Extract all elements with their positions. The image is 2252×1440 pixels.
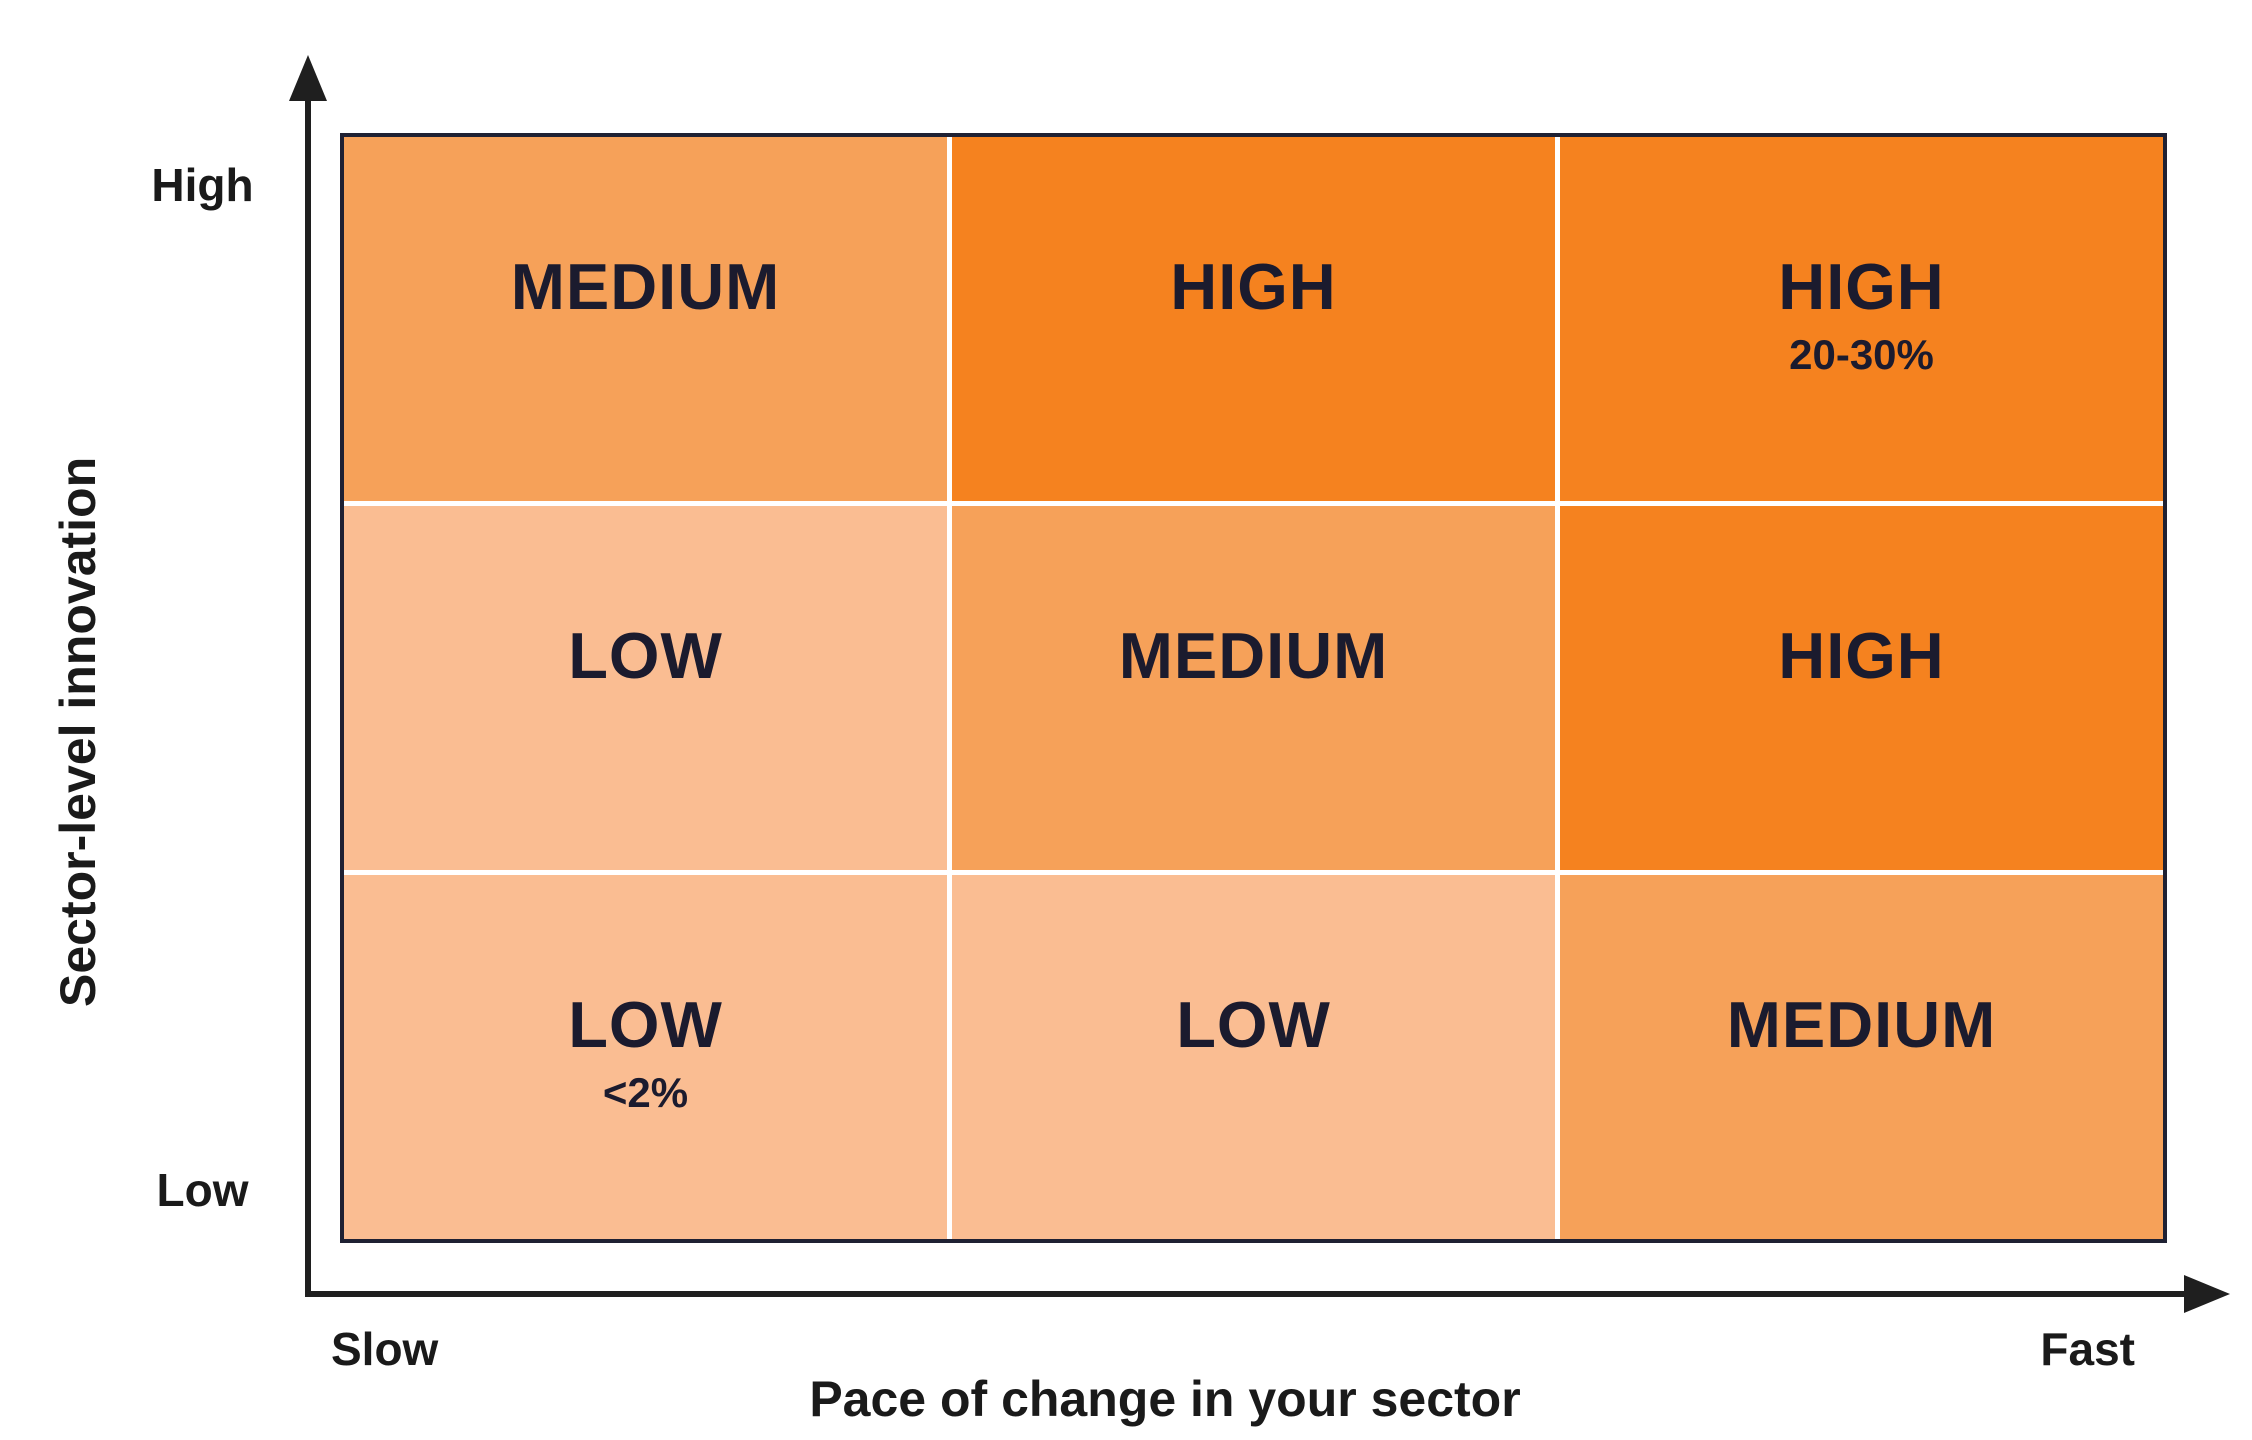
cell-label: MEDIUM <box>1118 619 1389 692</box>
matrix-cell-r3c2: LOW <box>952 875 1555 1239</box>
x-axis-label-fast: Fast <box>2040 1323 2135 1375</box>
y-axis-line <box>305 95 311 1297</box>
cell-sublabel: <2% <box>602 1069 689 1116</box>
matrix-cell-r2c1: LOW <box>344 506 947 870</box>
x-axis-label-slow: Slow <box>331 1323 439 1375</box>
matrix-cell-r1c2: HIGH <box>952 137 1555 501</box>
cell-label: MEDIUM <box>510 250 781 323</box>
y-axis-label-high: High <box>151 159 254 211</box>
x-axis-title: Pace of change in your sector <box>809 1371 1521 1427</box>
matrix-cell-r3c1: LOW <2% <box>344 875 947 1239</box>
cell-label: HIGH <box>1778 250 1945 323</box>
x-axis-line <box>305 1291 2190 1297</box>
cell-label: LOW <box>1176 988 1331 1061</box>
cell-label: LOW <box>568 988 723 1061</box>
matrix-cell-r3c3: MEDIUM <box>1560 875 2163 1239</box>
y-axis-title: Sector-level innovation <box>50 456 106 1007</box>
matrix-grid: MEDIUM HIGH HIGH 20-30% LOW MEDIUM HIGH … <box>340 133 2167 1243</box>
cell-label: HIGH <box>1170 250 1337 323</box>
x-axis-arrowhead-icon <box>2184 1275 2230 1313</box>
matrix-cell-r2c2: MEDIUM <box>952 506 1555 870</box>
matrix-cell-r1c3: HIGH 20-30% <box>1560 137 2163 501</box>
matrix-cell-r2c3: HIGH <box>1560 506 2163 870</box>
y-axis-arrowhead-icon <box>289 55 327 101</box>
cell-label: LOW <box>568 619 723 692</box>
cell-label: MEDIUM <box>1726 988 1997 1061</box>
cell-sublabel: 20-30% <box>1789 331 1934 378</box>
y-axis-label-low: Low <box>156 1164 249 1216</box>
cell-label: HIGH <box>1778 619 1945 692</box>
matrix-cell-r1c1: MEDIUM <box>344 137 947 501</box>
